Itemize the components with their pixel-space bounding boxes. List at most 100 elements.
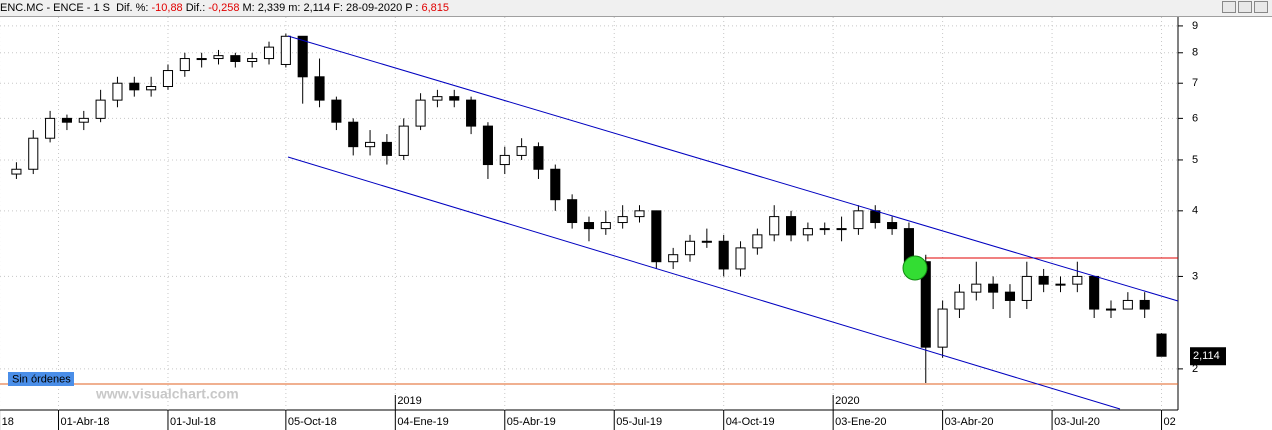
field-value: 2,114 bbox=[303, 2, 331, 14]
candle-body bbox=[247, 58, 258, 62]
x-tick-label: 05-Jul-19 bbox=[616, 416, 662, 428]
candle-body bbox=[533, 146, 544, 170]
field-value: -0,258 bbox=[208, 2, 240, 14]
x-tick-label: 01-Jul-18 bbox=[170, 416, 216, 428]
candle-body bbox=[617, 216, 628, 224]
y-tick-label: 8 bbox=[1192, 47, 1198, 59]
field-value: -10,88 bbox=[151, 2, 183, 14]
candle-body bbox=[802, 228, 813, 236]
window-buttons bbox=[1222, 1, 1268, 13]
candle-body bbox=[1004, 291, 1016, 301]
candle-body bbox=[937, 308, 948, 348]
field-label: Dif. %: bbox=[116, 2, 149, 14]
field-label: F: bbox=[333, 2, 343, 14]
orders-badge-text: Sin órdenes bbox=[12, 373, 71, 385]
candle-body bbox=[836, 228, 847, 231]
close-button[interactable] bbox=[1254, 1, 1268, 13]
candle-body bbox=[752, 234, 763, 249]
field-label: M: bbox=[242, 2, 255, 14]
y-tick-label: 7 bbox=[1192, 77, 1198, 89]
x-tick-label: 18 bbox=[2, 416, 14, 428]
candle-body bbox=[162, 70, 174, 88]
candle-body bbox=[1055, 283, 1066, 286]
candle-body bbox=[449, 96, 460, 101]
last-price-label: 2,114 bbox=[1193, 350, 1220, 362]
candle-body bbox=[786, 216, 797, 236]
candle-body bbox=[853, 210, 864, 230]
year-label: 2020 bbox=[835, 395, 859, 407]
candle-body bbox=[314, 76, 325, 101]
header-fields: Dif. %: -10,88 Dif.: -0,258 M: 2,339 m: 2,114 F:… bbox=[116, 2, 452, 14]
x-tick-label: 04-Oct-19 bbox=[726, 416, 775, 428]
candle-body bbox=[280, 35, 291, 65]
candle-body bbox=[365, 141, 376, 148]
header-bar: ENC.MC - ENCE - 1 S Dif. %: -10,88 Dif.: -0… bbox=[0, 0, 1272, 17]
candle-body bbox=[600, 222, 611, 230]
candle-body bbox=[381, 141, 392, 156]
x-tick-label: 04-Ene-19 bbox=[397, 416, 448, 428]
x-tick-label: 03-Ene-20 bbox=[835, 416, 886, 428]
candle-body bbox=[684, 240, 696, 256]
chart: Sin órdenes www.visualchart.com 2 3 4 5 6 7 8 9… bbox=[0, 17, 1226, 430]
candle-body bbox=[61, 117, 72, 123]
x-tick-label: 02 bbox=[1164, 416, 1176, 428]
channel-lower bbox=[287, 156, 1121, 410]
candle-body bbox=[668, 254, 679, 263]
y-tick-label: 6 bbox=[1192, 112, 1198, 124]
field-value: 28-09-2020 bbox=[345, 2, 403, 14]
candle-body bbox=[769, 216, 780, 236]
candle-body bbox=[432, 96, 443, 101]
candle-body bbox=[179, 58, 190, 72]
orders-badge[interactable] bbox=[8, 372, 74, 386]
minimize-button[interactable] bbox=[1222, 1, 1236, 13]
candle-body bbox=[971, 283, 982, 293]
candle-body bbox=[196, 58, 207, 61]
candle-body bbox=[415, 99, 426, 127]
candle-body bbox=[718, 240, 729, 270]
candle-body bbox=[1105, 308, 1117, 311]
field-label: P : bbox=[405, 2, 419, 14]
candle-body bbox=[398, 125, 409, 156]
candle-body bbox=[819, 228, 830, 231]
y-tick-label: 3 bbox=[1192, 270, 1198, 282]
y-tick-label: 5 bbox=[1192, 154, 1198, 166]
y-tick-label: 4 bbox=[1192, 205, 1198, 217]
candle-body bbox=[129, 82, 140, 91]
candle-body bbox=[263, 46, 275, 60]
x-tick-label: 05-Abr-19 bbox=[507, 416, 556, 428]
candle-body bbox=[550, 168, 561, 201]
candle-body bbox=[78, 117, 89, 123]
x-tick-label: 03-Abr-20 bbox=[945, 416, 994, 428]
field-label: Dif.: bbox=[185, 2, 206, 14]
candle-body bbox=[11, 168, 22, 175]
year-label: 2019 bbox=[397, 395, 421, 407]
candle-body bbox=[331, 99, 342, 123]
candle-body bbox=[870, 210, 881, 224]
grid bbox=[0, 17, 1178, 410]
y-tick-label: 9 bbox=[1192, 20, 1198, 32]
candle-body bbox=[466, 99, 477, 127]
y-tick-label: 2 bbox=[1192, 363, 1198, 375]
channel-upper bbox=[287, 35, 1179, 302]
last-price-box bbox=[1190, 347, 1226, 366]
candle-body bbox=[583, 222, 595, 230]
signal-marker bbox=[902, 255, 928, 281]
candle-body bbox=[634, 210, 645, 218]
candle-body bbox=[887, 222, 898, 230]
candle-body bbox=[651, 210, 662, 263]
candle-body bbox=[1089, 275, 1100, 310]
watermark: www.visualchart.com bbox=[95, 386, 239, 402]
field-label: m: bbox=[288, 2, 301, 14]
candle-body bbox=[1139, 299, 1150, 310]
candle-body bbox=[954, 291, 965, 310]
maximize-button[interactable] bbox=[1238, 1, 1252, 13]
candle-body bbox=[735, 247, 746, 270]
field-value: 2,339 bbox=[257, 2, 286, 14]
candle-body bbox=[1038, 275, 1049, 285]
candle-body bbox=[1072, 275, 1083, 285]
candle-body bbox=[701, 240, 712, 243]
symbol: ENC.MC - ENCE - 1 S bbox=[0, 2, 111, 14]
x-tick-label: 01-Abr-18 bbox=[61, 416, 110, 428]
candles bbox=[11, 33, 1167, 383]
